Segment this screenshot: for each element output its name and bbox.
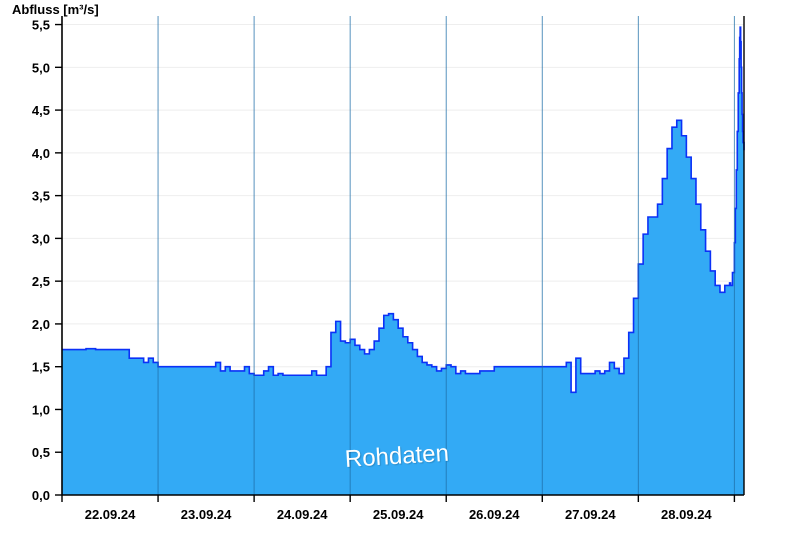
y-tick-label: 1,0 (32, 402, 50, 417)
y-tick-label: 3,5 (32, 189, 50, 204)
x-tick-label: 24.09.24 (277, 507, 328, 522)
x-tick-label: 23.09.24 (181, 507, 232, 522)
area-fill (62, 27, 744, 496)
y-axis-ticks: 0,0 0,5 1,0 1,5 2,0 2,5 3,0 3,5 4,0 4,5 5,0 5,5 (32, 18, 62, 503)
y-tick-label: 0,0 (32, 488, 50, 503)
y-tick-label: 0,5 (32, 445, 50, 460)
x-tick-label: 25.09.24 (373, 507, 424, 522)
y-tick-label: 2,0 (32, 317, 50, 332)
y-tick-label: 5,0 (32, 60, 50, 75)
day-separator-lines (157, 16, 735, 495)
x-tick-label: 28.09.24 (661, 507, 712, 522)
y-tick-label: 2,5 (32, 274, 50, 289)
y-axis-title: Abfluss [m³/s] (12, 2, 99, 17)
x-tick-label: 22.09.24 (85, 507, 136, 522)
x-axis-ticks: 22.09.24 23.09.24 24.09.24 25.09.24 26.09.24… (61, 495, 736, 522)
series-area-abfluss (62, 26, 745, 496)
y-tick-label: 5,5 (32, 18, 50, 33)
series-line (62, 26, 745, 394)
y-tick-label: 3,0 (32, 231, 50, 246)
x-tick-label: 26.09.24 (469, 507, 520, 522)
y-tick-label: 4,0 (32, 146, 50, 161)
axis-lines (61, 16, 745, 496)
x-tick-label: 27.09.24 (565, 507, 616, 522)
y-tick-label: 4,5 (32, 103, 50, 118)
y-tick-label: 1,5 (32, 360, 50, 375)
